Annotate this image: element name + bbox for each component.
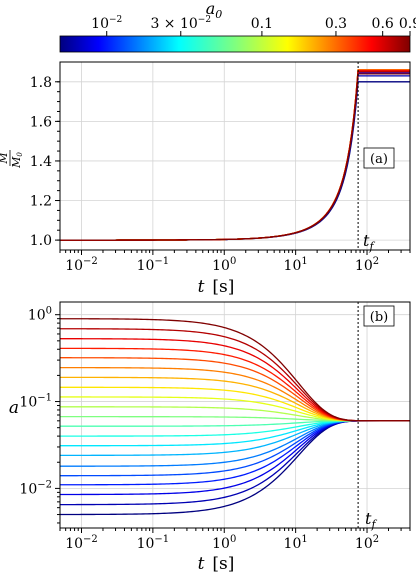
x-tick-label: 10−1 bbox=[137, 534, 170, 552]
panel-a-series bbox=[60, 70, 410, 241]
y-tick-label: 10−2 bbox=[19, 479, 52, 497]
panel-a-series bbox=[60, 70, 410, 241]
panel-a-label: (a) bbox=[370, 152, 388, 167]
panel-b-ticks: 10−2 10−1 100 101 102 10−2 10−1 100 bbox=[19, 306, 411, 552]
panel-b-tf-label: tf bbox=[365, 509, 377, 531]
colorbar-tick-label: 0.3 bbox=[325, 16, 347, 32]
panel-a-series bbox=[60, 70, 410, 241]
panel-b-series bbox=[60, 420, 411, 477]
panel-a-series bbox=[60, 72, 410, 241]
x-tick-label: 101 bbox=[284, 534, 308, 552]
colorbar-tick-label: 0.6 bbox=[372, 16, 394, 32]
panel-b-curves bbox=[59, 318, 411, 516]
panel-b-series bbox=[60, 366, 411, 422]
colorbar-tick-label: 0.1 bbox=[251, 16, 273, 32]
panel-b-series bbox=[60, 357, 411, 422]
panel-b: 10−2 10−1 100 101 102 10−2 10−1 100 (b) tf t [s]… bbox=[9, 301, 411, 574]
colorbar-tick-label: 0.9 bbox=[399, 16, 416, 32]
panel-b-series bbox=[60, 328, 411, 422]
panel-a-xlabel: t [s] bbox=[198, 277, 235, 297]
y-tick-label: 1.6 bbox=[30, 114, 52, 130]
panel-a-curves bbox=[60, 69, 410, 241]
panel-b-series bbox=[60, 420, 411, 427]
y-tick-label: 1.2 bbox=[30, 194, 52, 210]
colorbar-tick-label: 3 × 10−2 bbox=[150, 15, 211, 32]
colorbar-tick-label: 10−2 bbox=[91, 15, 122, 32]
panel-a-series bbox=[60, 71, 410, 241]
panel-b-frame bbox=[59, 301, 411, 529]
svg-text:M: M bbox=[0, 152, 10, 165]
panel-b-label-box bbox=[363, 305, 395, 327]
panel-a-series bbox=[60, 73, 410, 241]
panel-a-tf-label: tf bbox=[363, 231, 375, 253]
x-tick-label: 100 bbox=[212, 534, 236, 552]
x-tick-label: 10−1 bbox=[137, 256, 170, 274]
panel-a-ticks: 10−2 10−1 100 101 102 1.0 1.2 1.4 1.6 1.8 bbox=[30, 75, 411, 274]
colorbar: a0 10−2 3 × 10−2 0.1 0.3 0.6 0.9 bbox=[59, 0, 416, 53]
colorbar-gradient bbox=[59, 35, 411, 53]
panel-b-series bbox=[60, 420, 411, 437]
x-tick-label: 10−2 bbox=[65, 534, 98, 552]
y-tick-label: 100 bbox=[28, 306, 52, 324]
colorbar-ticks: 10−2 3 × 10−2 0.1 0.3 0.6 0.9 bbox=[91, 15, 416, 36]
panel-b-series bbox=[59, 420, 411, 486]
panel-a-frame bbox=[59, 61, 411, 251]
x-tick-label: 102 bbox=[355, 534, 379, 552]
svg-text:M0: M0 bbox=[10, 152, 24, 169]
panel-a-series bbox=[60, 75, 410, 241]
panel-a-ylabel: M M0 bbox=[0, 150, 24, 169]
x-tick-label: 10−2 bbox=[65, 256, 98, 274]
panel-b-series bbox=[59, 376, 411, 422]
x-tick-label: 100 bbox=[212, 256, 236, 274]
panel-b-series bbox=[60, 396, 411, 422]
colorbar-label: a0 bbox=[206, 0, 223, 21]
x-tick-label: 101 bbox=[284, 256, 308, 274]
panel-b-series bbox=[60, 416, 410, 422]
panel-b-xlabel: t [s] bbox=[198, 554, 235, 574]
panel-b-series bbox=[60, 420, 411, 467]
panel-a-series bbox=[60, 70, 410, 241]
panel-a-series bbox=[60, 71, 410, 241]
panel-b-series bbox=[60, 420, 411, 457]
panel-b-series bbox=[60, 420, 411, 516]
y-tick-label: 1.0 bbox=[30, 233, 52, 249]
panel-b-series bbox=[60, 420, 411, 506]
y-tick-label: 1.8 bbox=[30, 75, 52, 91]
panel-a-series bbox=[60, 71, 410, 241]
panel-b-series bbox=[60, 406, 411, 422]
panel-b-series bbox=[59, 420, 411, 496]
panel-a-series bbox=[60, 73, 410, 241]
panel-a-series bbox=[60, 70, 410, 241]
x-tick-label: 102 bbox=[355, 256, 379, 274]
panel-a-label-box bbox=[363, 147, 395, 169]
panel-b-series bbox=[60, 338, 411, 422]
panel-b-series bbox=[60, 420, 411, 447]
panel-b-series bbox=[60, 386, 411, 422]
panel-b-series bbox=[60, 347, 411, 422]
y-tick-label: 1.4 bbox=[30, 154, 52, 170]
y-tick-label: 10−1 bbox=[19, 393, 52, 411]
panel-b-series bbox=[59, 318, 411, 422]
panel-b-label: (b) bbox=[370, 310, 388, 325]
panel-b-ylabel: a bbox=[9, 398, 19, 418]
